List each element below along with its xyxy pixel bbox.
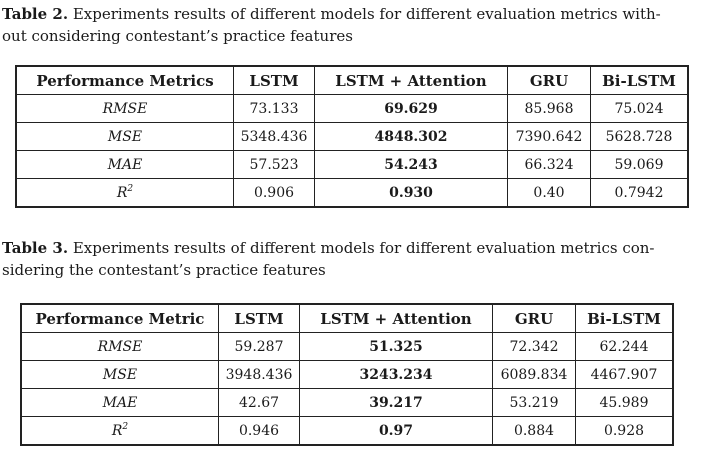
table-cell: 0.946 [218,416,300,446]
table-cell: 59.287 [218,332,300,361]
table-cell: 5348.436 [233,122,315,151]
table2-header-gru: GRU [507,65,591,95]
table2-caption-line2: out considering contestant’s practice fe… [2,27,353,45]
table-cell-best: 4848.302 [314,122,508,151]
table-cell: 72.342 [492,332,576,361]
table2-label: Table 2. [2,5,69,23]
table-cell: 0.40 [507,178,591,208]
table-cell: 0.884 [492,416,576,446]
table2-header-lstm-attention: LSTM + Attention [314,65,508,95]
table-cell-best: 69.629 [314,94,508,123]
table-cell: 5628.728 [590,122,689,151]
table-cell: 0.928 [575,416,674,446]
table-cell-best: 39.217 [299,388,493,417]
table3: Performance Metric LSTM LSTM + Attention… [20,303,674,446]
table-row: R2 0.946 0.97 0.884 0.928 [20,416,674,446]
row-label-rmse: RMSE [20,332,219,361]
table-cell: 57.523 [233,150,315,179]
table-row: R2 0.906 0.930 0.40 0.7942 [15,178,689,208]
table2: Performance Metrics LSTM LSTM + Attentio… [15,65,689,208]
row-label-mse: MSE [20,360,219,389]
table-cell-best: 51.325 [299,332,493,361]
table-row: MAE 42.67 39.217 53.219 45.989 [20,388,674,417]
table-cell: 0.906 [233,178,315,208]
table2-header-row: Performance Metrics LSTM LSTM + Attentio… [15,65,689,95]
table-cell: 53.219 [492,388,576,417]
table2-caption-line1: Experiments results of different models … [72,5,661,23]
row-label-mae: MAE [20,388,219,417]
table3-caption: Table 3. Experiments results of differen… [2,237,718,281]
table-cell: 42.67 [218,388,300,417]
table3-header-metric: Performance Metric [20,303,219,333]
table3-header-bilstm: Bi-LSTM [575,303,674,333]
table3-caption-line1: Experiments results of different models … [72,239,655,257]
table-cell: 59.069 [590,150,689,179]
table-cell: 85.968 [507,94,591,123]
table3-header-gru: GRU [492,303,576,333]
table3-label: Table 3. [2,239,69,257]
table-cell: 75.024 [590,94,689,123]
table-cell-best: 0.930 [314,178,508,208]
table2-caption: Table 2. Experiments results of differen… [2,3,718,47]
table-row: MAE 57.523 54.243 66.324 59.069 [15,150,689,179]
table-cell: 6089.834 [492,360,576,389]
table3-header-lstm: LSTM [218,303,300,333]
table-cell-best: 3243.234 [299,360,493,389]
row-label-r2: R2 [15,178,234,208]
table-cell: 3948.436 [218,360,300,389]
table-row: RMSE 59.287 51.325 72.342 62.244 [20,332,674,361]
table-cell: 66.324 [507,150,591,179]
table-cell: 45.989 [575,388,674,417]
table-row: RMSE 73.133 69.629 85.968 75.024 [15,94,689,123]
table2-header-lstm: LSTM [233,65,315,95]
row-label-rmse: RMSE [15,94,234,123]
row-label-r2: R2 [20,416,219,446]
table-row: MSE 5348.436 4848.302 7390.642 5628.728 [15,122,689,151]
table-cell-best: 0.97 [299,416,493,446]
table-cell: 7390.642 [507,122,591,151]
table3-caption-line2: sidering the contestant’s practice featu… [2,261,326,279]
table3-header-lstm-attention: LSTM + Attention [299,303,493,333]
table-cell: 4467.907 [575,360,674,389]
table-cell: 0.7942 [590,178,689,208]
table-cell: 62.244 [575,332,674,361]
table3-header-row: Performance Metric LSTM LSTM + Attention… [20,303,674,333]
table2-header-metric: Performance Metrics [15,65,234,95]
row-label-mse: MSE [15,122,234,151]
table-cell: 73.133 [233,94,315,123]
table2-header-bilstm: Bi-LSTM [590,65,689,95]
row-label-mae: MAE [15,150,234,179]
table-row: MSE 3948.436 3243.234 6089.834 4467.907 [20,360,674,389]
table-cell-best: 54.243 [314,150,508,179]
